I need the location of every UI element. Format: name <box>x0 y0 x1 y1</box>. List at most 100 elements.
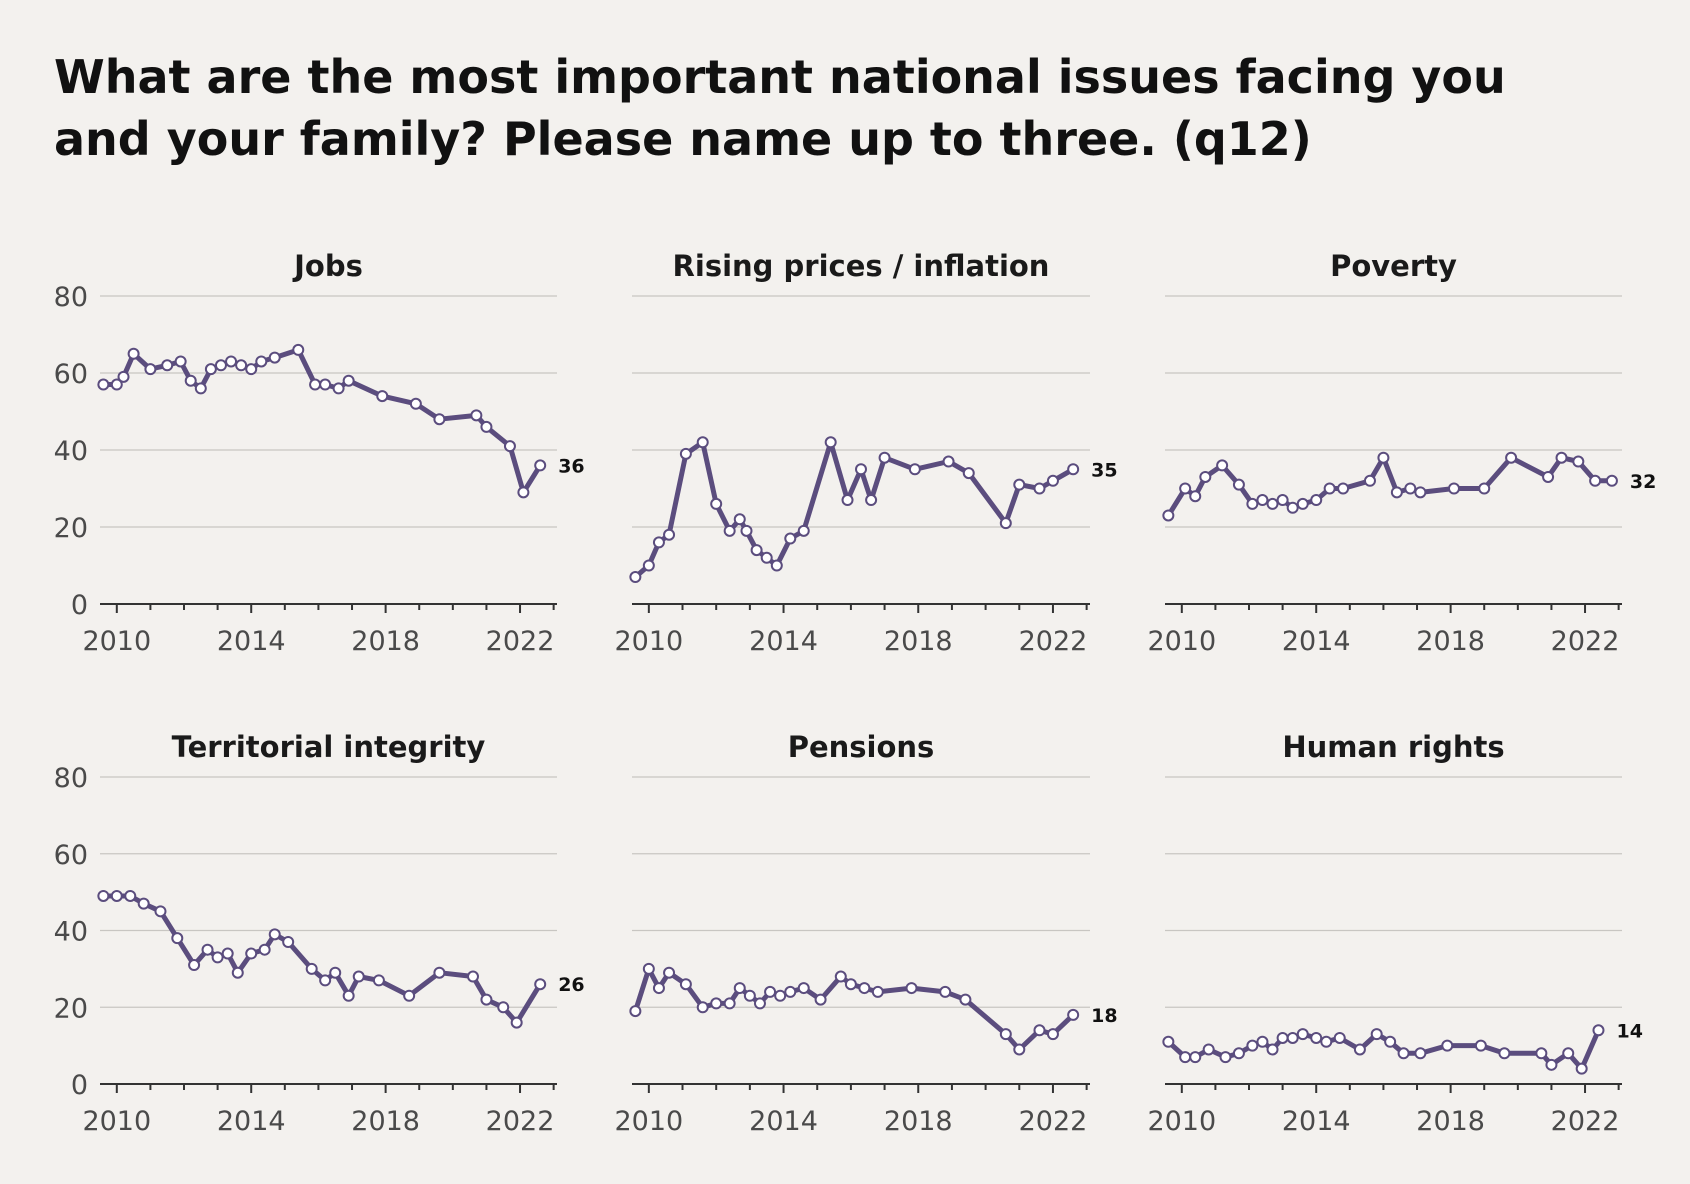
x-tick-label: 2022 <box>1551 626 1620 657</box>
data-point <box>245 947 258 960</box>
data-point <box>184 374 197 387</box>
data-point <box>1189 1051 1202 1064</box>
end-value-label: 32 <box>1630 471 1656 493</box>
data-point <box>764 985 777 998</box>
data-point <box>1555 451 1568 464</box>
data-point <box>710 497 723 510</box>
data-point <box>629 571 642 584</box>
data-point <box>1179 1051 1192 1064</box>
data-point <box>225 355 238 368</box>
data-point <box>1286 501 1299 514</box>
data-point <box>679 447 692 460</box>
data-point <box>841 494 854 507</box>
end-value-label: 26 <box>558 974 584 996</box>
data-point <box>1219 1051 1232 1064</box>
data-point <box>268 351 281 364</box>
x-tick-label: 2022 <box>1019 626 1088 657</box>
data-point <box>117 370 130 383</box>
data-point <box>939 985 952 998</box>
data-point <box>332 382 345 395</box>
end-value-label: 35 <box>1091 459 1117 481</box>
data-point <box>844 978 857 991</box>
data-point <box>1447 482 1460 495</box>
data-point <box>1363 474 1376 487</box>
data-point <box>221 947 234 960</box>
data-point <box>1589 474 1602 487</box>
data-point <box>1067 463 1080 476</box>
data-point <box>1310 494 1323 507</box>
chart-panel-4: Pensions 2010 2014 2018 2022 18 <box>614 730 1117 1137</box>
data-point <box>999 517 1012 530</box>
data-point <box>774 989 787 1002</box>
data-point <box>723 524 736 537</box>
data-point <box>258 943 271 956</box>
data-point <box>1266 1043 1279 1056</box>
data-point <box>1562 1047 1575 1060</box>
data-point <box>1478 482 1491 495</box>
data-point <box>352 970 365 983</box>
x-tick-label: 2010 <box>614 626 683 657</box>
data-point <box>1162 1035 1175 1048</box>
data-point <box>834 970 847 983</box>
series-line <box>100 893 543 1026</box>
data-point <box>1535 1047 1548 1060</box>
series-line <box>1165 1027 1601 1072</box>
data-point <box>1276 494 1289 507</box>
panel-title: Rising prices / inflation <box>673 249 1050 283</box>
x-tick-label: 2010 <box>1147 1106 1216 1137</box>
data-point <box>753 997 766 1010</box>
data-point <box>710 997 723 1010</box>
data-point <box>517 486 530 499</box>
chart-panel-1: Rising prices / inflation 2010 2014 2018 202… <box>614 249 1117 657</box>
panel-title: Human rights <box>1282 730 1504 764</box>
data-point <box>161 359 174 372</box>
data-point <box>1384 1035 1397 1048</box>
data-point <box>1162 509 1175 522</box>
data-point <box>1310 1031 1323 1044</box>
data-point <box>642 559 655 572</box>
data-point <box>97 889 110 902</box>
data-point <box>999 1028 1012 1041</box>
x-tick-label: 2022 <box>486 1106 555 1137</box>
chart-panel-0: Jobs 0 20 40 60 80 2010 2014 2018 2022 36 <box>54 249 585 657</box>
data-point <box>908 463 921 476</box>
data-point <box>1498 1047 1511 1060</box>
data-point <box>342 989 355 1002</box>
chart-panel-3: Territorial integrity 0 20 40 60 80 2010 2014 20… <box>54 730 585 1137</box>
page-title: What are the most important national iss… <box>54 50 1506 166</box>
y-tick-label: 20 <box>54 993 88 1024</box>
x-tick-label: 2022 <box>1019 1106 1088 1137</box>
data-point <box>201 943 214 956</box>
data-point <box>211 951 224 964</box>
data-point <box>740 524 753 537</box>
data-point <box>433 966 446 979</box>
chart-panel-2: Poverty 2010 2014 2018 2022 32 <box>1147 249 1656 657</box>
data-point <box>1246 497 1259 510</box>
data-point <box>503 440 516 453</box>
x-tick-label: 2018 <box>884 1106 953 1137</box>
data-point <box>194 382 207 395</box>
data-point <box>1474 1039 1487 1052</box>
data-point <box>1397 1047 1410 1060</box>
data-point <box>1046 474 1059 487</box>
data-point <box>1199 470 1212 483</box>
y-tick-label: 60 <box>54 840 88 871</box>
data-point <box>642 962 655 975</box>
data-point <box>110 378 123 391</box>
data-point <box>1370 1028 1383 1041</box>
end-value-label: 36 <box>558 455 584 477</box>
data-point <box>231 966 244 979</box>
y-tick-label: 80 <box>54 282 88 313</box>
data-point <box>942 455 955 468</box>
x-tick-label: 2010 <box>1147 626 1216 657</box>
end-value-label: 14 <box>1616 1020 1642 1042</box>
data-point <box>329 966 342 979</box>
data-point <box>466 970 479 983</box>
data-point <box>235 359 248 372</box>
data-point <box>784 532 797 545</box>
data-point <box>1333 1031 1346 1044</box>
data-point <box>743 989 756 1002</box>
data-point <box>750 544 763 557</box>
data-point <box>1286 1031 1299 1044</box>
